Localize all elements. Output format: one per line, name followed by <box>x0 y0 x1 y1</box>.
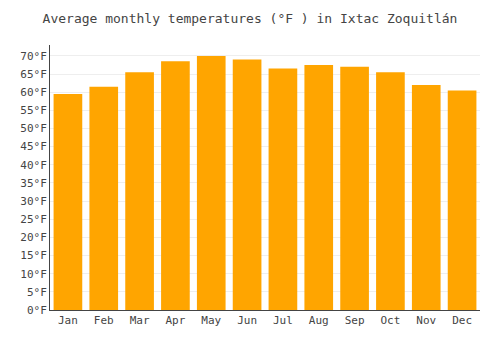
svg-text:30°F: 30°F <box>20 195 47 208</box>
svg-text:0°F: 0°F <box>27 304 47 317</box>
svg-text:Jul: Jul <box>273 314 293 327</box>
svg-text:20°F: 20°F <box>20 231 47 244</box>
svg-text:Oct: Oct <box>380 314 400 327</box>
svg-text:Dec: Dec <box>452 314 472 327</box>
svg-text:15°F: 15°F <box>20 249 47 262</box>
svg-text:May: May <box>201 314 221 327</box>
svg-text:Average monthly temperatures (: Average monthly temperatures (°F ) in Ix… <box>43 11 458 26</box>
svg-text:Jun: Jun <box>237 314 257 327</box>
svg-text:70°F: 70°F <box>20 50 47 63</box>
svg-text:10°F: 10°F <box>20 268 47 281</box>
svg-text:55°F: 55°F <box>20 104 47 117</box>
svg-text:5°F: 5°F <box>27 286 47 299</box>
svg-text:Mar: Mar <box>130 314 150 327</box>
svg-text:Sep: Sep <box>345 314 365 327</box>
svg-text:Aug: Aug <box>309 314 329 327</box>
svg-text:50°F: 50°F <box>20 122 47 135</box>
svg-text:Apr: Apr <box>165 314 185 327</box>
svg-text:Jan: Jan <box>58 314 78 327</box>
svg-text:40°F: 40°F <box>20 159 47 172</box>
svg-text:60°F: 60°F <box>20 86 47 99</box>
svg-text:35°F: 35°F <box>20 177 47 190</box>
svg-text:Feb: Feb <box>94 314 114 327</box>
svg-text:Nov: Nov <box>416 314 436 327</box>
svg-text:45°F: 45°F <box>20 140 47 153</box>
svg-text:25°F: 25°F <box>20 213 47 226</box>
svg-text:65°F: 65°F <box>20 68 47 81</box>
